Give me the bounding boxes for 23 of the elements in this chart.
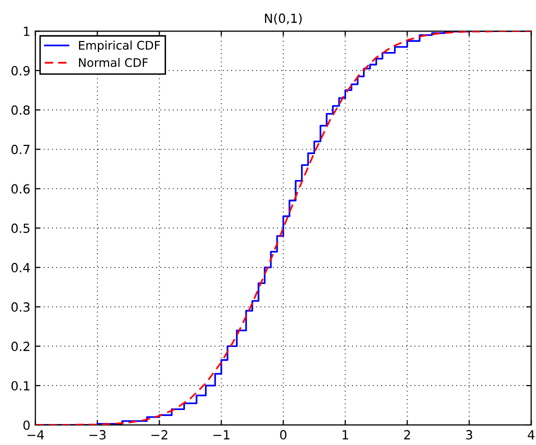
x-tick-label: −4 [27, 430, 44, 440]
y-tick-label: 0.2 [11, 342, 30, 352]
y-tick-label: 0.7 [11, 144, 30, 154]
y-tick-label: 0.8 [11, 105, 30, 115]
chart-title: N(0,1) [265, 13, 302, 24]
y-tick-label: 0.6 [11, 184, 30, 194]
x-tick-label: 4 [528, 430, 534, 440]
x-tick-label: 2 [404, 430, 410, 440]
x-tick-label: 0 [280, 430, 286, 440]
y-tick-label: 0.1 [11, 381, 30, 391]
x-tick-label: 1 [342, 430, 348, 440]
legend-label: Normal CDF [79, 58, 148, 68]
y-tick-label: 0.4 [11, 262, 30, 272]
y-tick-label: 1 [24, 26, 30, 36]
y-tick-label: 0.5 [11, 224, 30, 233]
y-tick-label: 0.3 [11, 302, 30, 312]
y-tick-label: 0.9 [11, 66, 30, 76]
y-tick-label: 0 [23, 420, 30, 430]
x-tick-label: −2 [151, 430, 168, 440]
x-tick-label: 3 [466, 430, 472, 440]
x-tick-label: −1 [213, 430, 230, 440]
x-tick-label: −3 [89, 430, 106, 440]
legend-label: Empirical CDF [79, 40, 160, 52]
